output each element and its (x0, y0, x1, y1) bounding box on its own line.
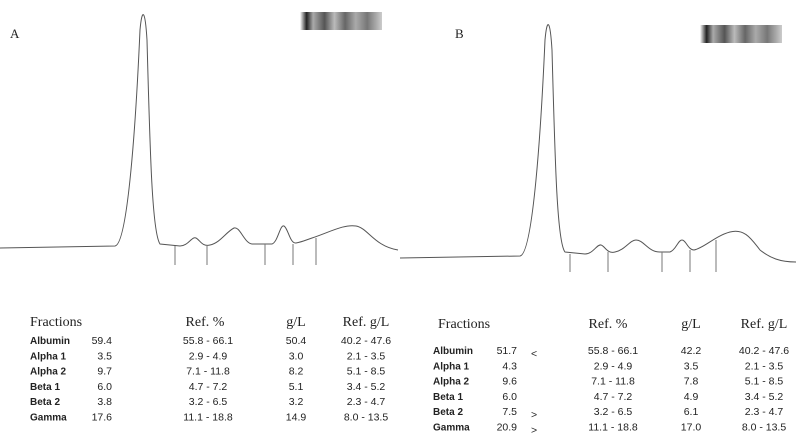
percent-value: 20.9 (497, 422, 518, 434)
reference-percent: 55.8 - 66.1 (183, 335, 233, 347)
reference-concentration: 3.4 - 5.2 (745, 391, 784, 403)
densitogram (0, 15, 398, 250)
fraction-name: Alpha 1 (30, 351, 67, 362)
fraction-name: Beta 1 (433, 392, 463, 403)
concentration: 7.8 (684, 376, 699, 388)
flag: > (531, 425, 537, 437)
fraction-dividers (175, 238, 316, 265)
concentration: 6.1 (684, 406, 699, 418)
fraction-name: Alpha 1 (433, 361, 470, 372)
reference-percent: 7.1 - 11.8 (591, 376, 635, 388)
fraction-dividers (570, 240, 716, 272)
reference-concentration: 8.0 - 13.5 (344, 412, 389, 424)
column-header: Fractions (30, 315, 82, 330)
reference-percent: 3.2 - 6.5 (594, 406, 633, 418)
reference-concentration: 5.1 - 8.5 (745, 376, 784, 388)
percent-value: 4.3 (502, 360, 517, 372)
flag: < (531, 348, 537, 360)
percent-value: 6.0 (502, 391, 517, 403)
reference-concentration: 40.2 - 47.6 (341, 335, 391, 347)
gel-strip (300, 12, 382, 30)
column-header: Ref. % (186, 315, 225, 330)
fraction-name: Alpha 2 (30, 367, 67, 378)
reference-concentration: 3.4 - 5.2 (347, 381, 386, 393)
fraction-name: Beta 2 (30, 397, 60, 408)
percent-value: 9.7 (97, 366, 112, 378)
percent-value: 9.6 (502, 376, 517, 388)
concentration: 42.2 (681, 345, 702, 357)
reference-concentration: 5.1 - 8.5 (347, 366, 386, 378)
reference-concentration: 8.0 - 13.5 (742, 422, 787, 434)
percent-value: 7.5 (502, 406, 517, 418)
fraction-name: Gamma (433, 423, 470, 434)
concentration: 8.2 (289, 366, 304, 378)
column-header: Fractions (438, 317, 490, 332)
concentration: 4.9 (684, 391, 699, 403)
concentration: 5.1 (289, 381, 304, 393)
reference-concentration: 2.3 - 4.7 (745, 406, 784, 418)
reference-percent: 7.1 - 11.8 (186, 366, 230, 378)
percent-value: 6.0 (97, 381, 112, 393)
reference-concentration: 2.1 - 3.5 (745, 360, 784, 372)
column-header: g/L (286, 315, 305, 330)
reference-concentration: 2.1 - 3.5 (347, 350, 386, 362)
concentration: 50.4 (286, 335, 307, 347)
reference-percent: 11.1 - 18.8 (588, 422, 638, 434)
reference-percent: 11.1 - 18.8 (183, 412, 233, 424)
percent-value: 17.6 (92, 412, 113, 424)
column-header: Ref. g/L (343, 315, 390, 330)
fraction-name: Albumin (30, 336, 70, 347)
densitogram (400, 25, 796, 262)
concentration: 3.2 (289, 396, 304, 408)
concentration: 17.0 (681, 422, 702, 434)
reference-percent: 55.8 - 66.1 (588, 345, 638, 357)
column-header: g/L (681, 317, 700, 332)
fraction-name: Gamma (30, 413, 67, 424)
reference-concentration: 40.2 - 47.6 (739, 345, 789, 357)
fraction-name: Albumin (433, 346, 473, 357)
column-header: Ref. g/L (741, 317, 788, 332)
concentration: 3.0 (289, 350, 304, 362)
concentration: 3.5 (684, 360, 699, 372)
flag: > (531, 409, 537, 421)
concentration: 14.9 (286, 412, 307, 424)
figure: A Fractions Ref. % g/L Ref. g/L Albumin 59.4 55… (0, 0, 796, 438)
percent-value: 59.4 (92, 335, 113, 347)
reference-percent: 4.7 - 7.2 (189, 381, 228, 393)
reference-percent: 2.9 - 4.9 (594, 360, 633, 372)
column-header: Ref. % (589, 317, 628, 332)
reference-percent: 3.2 - 6.5 (189, 396, 228, 408)
reference-concentration: 2.3 - 4.7 (347, 396, 386, 408)
panel-label: B (455, 26, 464, 41)
gel-strip (700, 25, 782, 43)
fraction-name: Beta 1 (30, 382, 60, 393)
panel-label: A (10, 26, 20, 41)
percent-value: 51.7 (497, 345, 518, 357)
fraction-name: Beta 2 (433, 407, 463, 418)
fraction-name: Alpha 2 (433, 377, 470, 388)
percent-value: 3.8 (97, 396, 112, 408)
percent-value: 3.5 (97, 350, 112, 362)
reference-percent: 2.9 - 4.9 (189, 350, 228, 362)
reference-percent: 4.7 - 7.2 (594, 391, 633, 403)
